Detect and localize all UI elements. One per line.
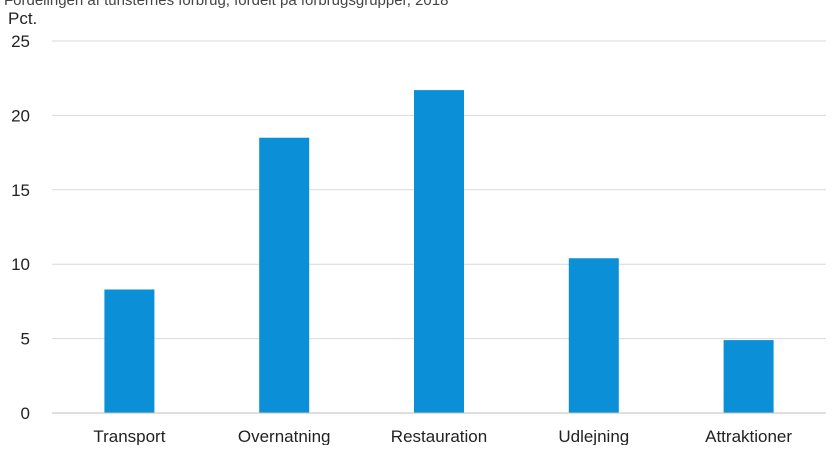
y-tick-labels: 0 5 10 15 20 25 — [11, 32, 30, 423]
x-tick-label-attraktioner: Attraktioner — [705, 427, 792, 445]
chart-title: Fordelingen af turisternes forbrug, ford… — [4, 0, 448, 9]
bar-attraktioner — [723, 340, 774, 413]
x-tick-label-udlejning: Udlejning — [558, 427, 629, 445]
bar-transport — [104, 289, 155, 413]
bar-overnatning — [259, 137, 310, 413]
x-tick-label-restauration: Restauration — [391, 427, 487, 445]
y-axis-unit-label: Pct. — [8, 9, 37, 28]
bar-udlejning — [568, 258, 619, 413]
x-tick-labels: Transport Overnatning Restauration Udlejnin… — [93, 427, 792, 446]
y-tick-label-10: 10 — [11, 255, 30, 274]
bar-restauration — [414, 90, 464, 413]
y-tick-label-5: 5 — [21, 330, 30, 349]
y-tick-label-15: 15 — [11, 181, 30, 200]
bars — [104, 90, 774, 413]
y-tick-label-0: 0 — [21, 404, 30, 423]
y-tick-label-20: 20 — [11, 106, 30, 125]
x-tick-label-overnatning: Overnatning — [238, 427, 331, 445]
y-tick-label-25: 25 — [11, 32, 30, 51]
x-tick-label-transport: Transport — [93, 427, 165, 445]
